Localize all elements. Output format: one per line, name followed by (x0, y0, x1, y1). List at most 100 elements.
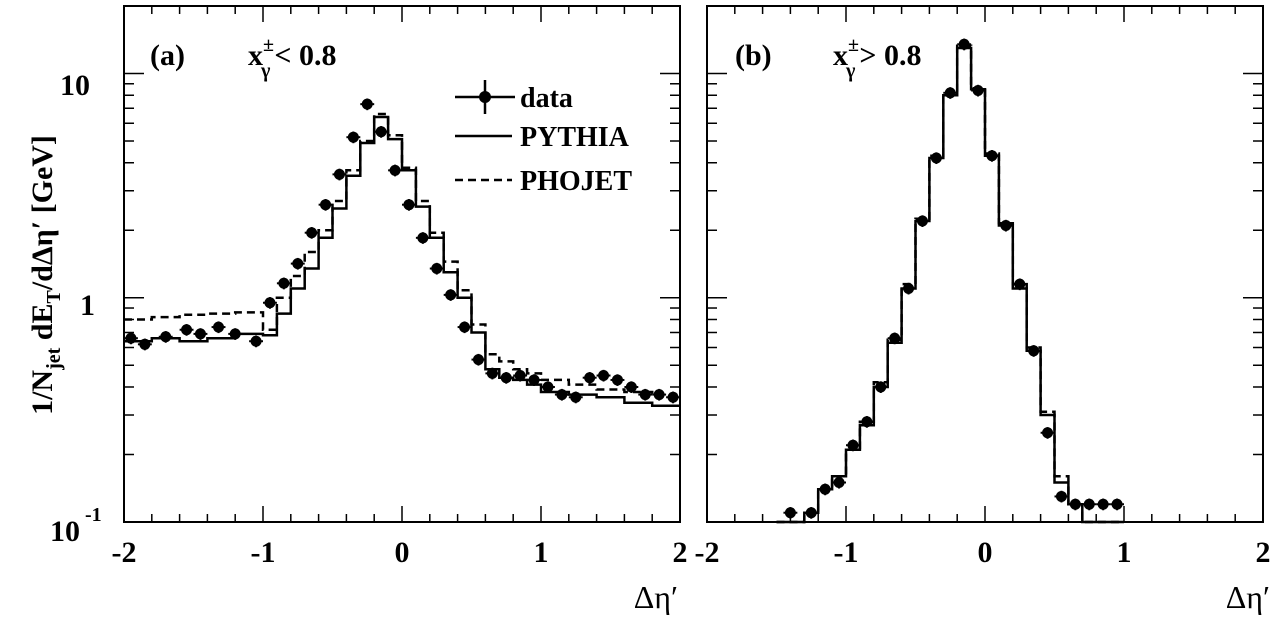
panel-a: -2 -1 0 1 2 (a) x± γ < 0.8 Δη′ data PYTHIA PHO… (112, 5, 688, 615)
data-point (1012, 278, 1027, 291)
data-point (901, 282, 916, 295)
data-point (568, 391, 583, 404)
data-point-marker (528, 374, 540, 386)
data-point (193, 328, 208, 340)
data-point-marker (139, 338, 151, 350)
data-point-marker (1028, 345, 1040, 357)
legend-data-label: data (520, 83, 573, 114)
x-tick-label-1: 1 (534, 536, 549, 569)
data-point-marker (916, 215, 928, 227)
panel-a-x-axis-label: Δη′ (634, 579, 678, 615)
data-point (929, 152, 944, 165)
data-point (304, 227, 319, 239)
data-point-marker (417, 232, 429, 244)
data-point (443, 289, 458, 301)
panel-b-frame (706, 5, 1264, 523)
data-point (429, 262, 444, 275)
data-point (554, 388, 569, 401)
panel-a-selection: x± γ < 0.8 (248, 34, 336, 82)
legend-item-data: data (455, 80, 573, 114)
data-point-marker (1069, 498, 1081, 510)
data-point (374, 126, 389, 138)
data-point-marker (431, 263, 443, 275)
data-point (471, 353, 486, 366)
data-point (527, 374, 541, 386)
data-point (666, 391, 680, 404)
panel-b-x-tick-labels: -2 -1 0 1 2 (695, 536, 1271, 569)
data-point (211, 321, 226, 334)
data-point-marker (160, 331, 172, 343)
data-point (943, 87, 958, 99)
data-point-marker (486, 367, 498, 379)
y-tick-label-1: 1 (80, 289, 95, 322)
data-point-marker (653, 389, 665, 401)
data-point-marker (625, 381, 637, 393)
data-point (158, 331, 173, 343)
data-point-marker (889, 332, 901, 344)
data-point-marker (819, 483, 831, 495)
data-point-marker (542, 381, 554, 393)
series-pythia-histogram (124, 115, 680, 407)
data-point (998, 219, 1013, 232)
data-point-marker (264, 297, 276, 309)
data-point (971, 84, 985, 97)
y-tick-label-0.1: 10 -1 (50, 504, 102, 548)
series-pythia-histogram (776, 46, 1124, 524)
data-point-marker (347, 131, 359, 143)
panel-b-x-axis-label: Δη′ (1226, 579, 1270, 615)
legend-item-phojet: PHOJET (455, 166, 632, 197)
x-tick-label-0: 0 (395, 536, 410, 569)
data-point (1026, 345, 1041, 357)
data-point-marker (459, 321, 471, 333)
data-point-marker (1042, 427, 1054, 439)
data-point (957, 38, 972, 51)
data-point (582, 372, 597, 384)
data-point (318, 199, 333, 211)
data-point-marker (1000, 219, 1012, 231)
data-point (137, 338, 152, 351)
data-point-marker (125, 332, 137, 344)
data-point-marker (389, 164, 401, 176)
legend-pythia-label: PYTHIA (520, 122, 630, 153)
data-point (846, 439, 860, 452)
data-point-marker (805, 507, 817, 519)
x-tick-label-0: 0 (978, 536, 993, 569)
data-point-marker (598, 370, 610, 382)
data-point (1054, 490, 1069, 503)
data-point-marker (320, 199, 332, 211)
data-point-marker (570, 391, 582, 403)
x-tick-label-2: 2 (1256, 536, 1271, 569)
data-point-marker (514, 370, 526, 382)
data-point (1082, 498, 1097, 511)
data-point-marker (930, 152, 942, 164)
data-point (388, 164, 402, 177)
panel-b-histograms (776, 44, 1124, 524)
data-point (610, 374, 625, 386)
data-point (1110, 498, 1124, 511)
data-point (332, 168, 347, 181)
data-point (887, 332, 902, 345)
data-point-marker (194, 328, 206, 340)
data-point (1040, 427, 1055, 439)
data-point-marker (861, 416, 873, 428)
y-tick-label-10: 10 (60, 69, 90, 102)
data-point-marker (639, 389, 651, 401)
data-point-marker (472, 354, 484, 366)
data-point (541, 381, 555, 394)
panel-b-selection: x± γ > 0.8 (833, 34, 921, 82)
data-point (228, 328, 243, 340)
data-point (915, 215, 930, 227)
panel-a-ticks (123, 5, 681, 523)
data-point-marker (784, 507, 796, 519)
data-point-marker (403, 199, 415, 211)
data-point (818, 483, 833, 496)
panel-b-ticks (706, 5, 1264, 523)
panel-b-label: (b) (735, 39, 772, 72)
panel-a-data-points (124, 98, 680, 404)
data-point-marker (847, 439, 859, 451)
x-tick-label--1: -1 (251, 536, 276, 569)
data-point-marker (361, 98, 373, 110)
series-phojet-histogram (776, 44, 1124, 524)
data-point-marker (500, 372, 512, 384)
